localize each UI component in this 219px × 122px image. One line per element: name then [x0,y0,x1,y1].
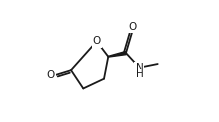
Text: H: H [136,69,143,79]
Text: O: O [93,36,101,46]
Polygon shape [108,51,126,57]
Text: N: N [136,63,143,73]
Text: O: O [128,22,136,32]
Text: O: O [46,70,55,80]
